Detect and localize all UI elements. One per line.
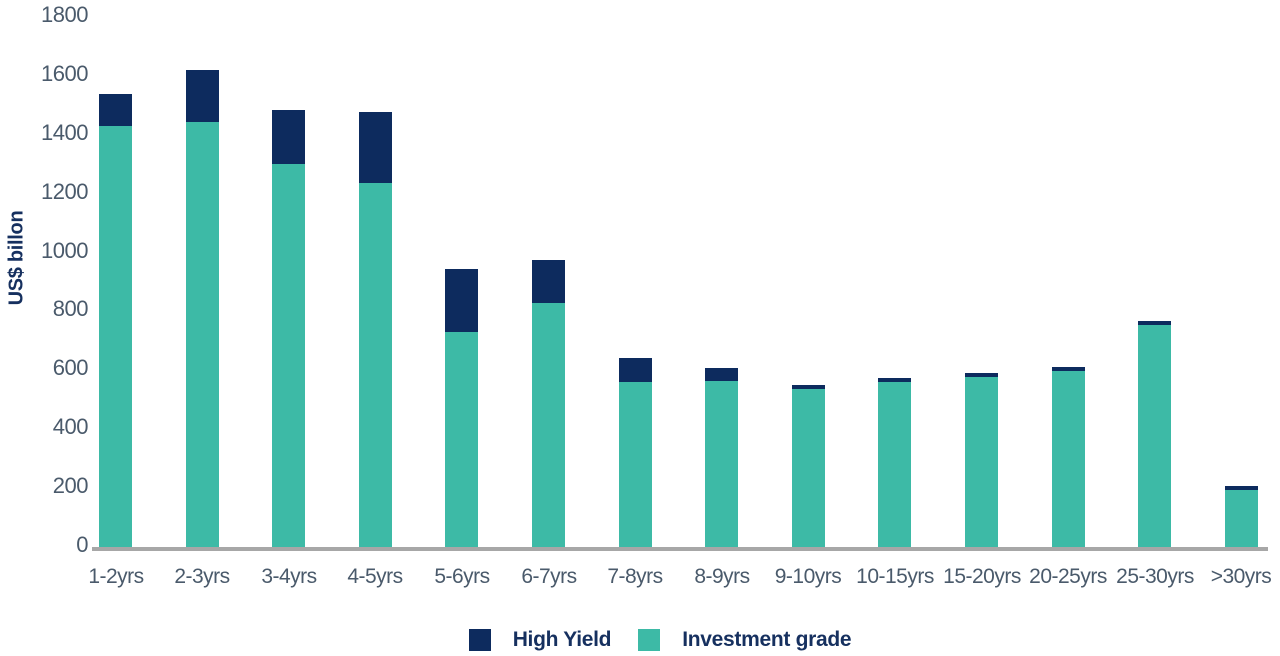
x-category-label: 7-8yrs	[607, 565, 663, 588]
bar-segment-investment-grade	[532, 303, 565, 547]
bar-5-6yrs	[445, 269, 478, 547]
y-tick-label: 1200	[41, 179, 88, 204]
bar-segment-investment-grade	[186, 122, 219, 547]
x-category-label: 2-3yrs	[174, 565, 230, 588]
x-category-label: 20-25yrs	[1029, 565, 1107, 588]
x-category-label: 1-2yrs	[88, 565, 144, 588]
legend-item-investment-grade: Investment grade	[638, 628, 852, 652]
x-category-label: 6-7yrs	[521, 565, 577, 588]
bar-segment-investment-grade	[1052, 371, 1085, 547]
investment-grade-swatch-icon	[638, 629, 661, 651]
x-category-label: 4-5yrs	[347, 565, 403, 588]
y-tick-label: 1600	[41, 61, 88, 86]
bar-6-7yrs	[532, 260, 565, 547]
bar-15-20yrs	[965, 373, 998, 547]
x-category-label: 5-6yrs	[434, 565, 490, 588]
bar-20-25yrs	[1052, 367, 1085, 547]
bar-segment-investment-grade	[792, 389, 825, 547]
bar-segment-high-yield	[619, 358, 652, 382]
bar-segment-investment-grade	[1138, 325, 1171, 547]
x-category-label: 3-4yrs	[261, 565, 317, 588]
x-axis-line	[92, 547, 1268, 551]
bar-7-8yrs	[619, 358, 652, 547]
x-category-label: 8-9yrs	[694, 565, 750, 588]
legend-label-high-yield: High Yield	[512, 628, 612, 651]
x-category-label: 25-30yrs	[1116, 565, 1194, 588]
bar-segment-high-yield	[445, 269, 478, 332]
bar-segment-high-yield	[705, 368, 738, 381]
bar-segment-high-yield	[532, 260, 565, 303]
bar-segment-investment-grade	[965, 377, 998, 547]
legend-label-investment-grade: Investment grade	[682, 628, 852, 651]
bar-segment-investment-grade	[445, 332, 478, 547]
legend-item-high-yield: High Yield	[468, 628, 612, 652]
y-tick-label: 1000	[41, 238, 88, 263]
bar-segment-high-yield	[186, 70, 219, 122]
y-tick-label: 1800	[41, 2, 88, 27]
x-category-label: 15-20yrs	[943, 565, 1021, 588]
y-tick-label: 800	[52, 296, 89, 321]
x-category-label: 10-15yrs	[856, 565, 934, 588]
bar-segment-investment-grade	[99, 126, 132, 547]
bar-segment-high-yield	[1138, 321, 1171, 325]
bar-segment-investment-grade	[272, 164, 305, 547]
bar-segment-high-yield	[1225, 486, 1258, 490]
y-tick-label: 200	[52, 473, 89, 498]
bar-segment-high-yield	[965, 373, 998, 377]
bar-segment-investment-grade	[1225, 490, 1258, 547]
high-yield-swatch-icon	[468, 629, 491, 651]
y-tick-label: 1400	[41, 120, 88, 145]
x-category-label: >30yrs	[1210, 565, 1272, 588]
y-tick-label: 600	[52, 355, 89, 380]
bar-segment-investment-grade	[878, 382, 911, 547]
legend: High Yield Investment grade	[20, 628, 1280, 652]
bar-10-15yrs	[878, 378, 911, 547]
x-category-label: 9-10yrs	[774, 565, 842, 588]
bar-segment-high-yield	[878, 378, 911, 382]
bar-segment-high-yield	[359, 112, 392, 183]
bar-1-2yrs	[99, 94, 132, 547]
bar-9-10yrs	[792, 385, 825, 547]
bar-3-4yrs	[272, 110, 305, 547]
bar-segment-investment-grade	[619, 382, 652, 547]
bar-4-5yrs	[359, 112, 392, 547]
bar-25-30yrs	[1138, 321, 1171, 547]
bar->30yrs	[1225, 486, 1258, 547]
bar-segment-high-yield	[99, 94, 132, 126]
bar-segment-investment-grade	[705, 381, 738, 547]
bar-segment-high-yield	[1052, 367, 1085, 371]
bar-segment-investment-grade	[359, 183, 392, 547]
bar-8-9yrs	[705, 368, 738, 547]
y-tick-label: 0	[76, 532, 88, 557]
bar-segment-high-yield	[792, 385, 825, 389]
bar-segment-high-yield	[272, 110, 305, 164]
bar-2-3yrs	[186, 70, 219, 547]
y-tick-label: 400	[52, 414, 89, 439]
